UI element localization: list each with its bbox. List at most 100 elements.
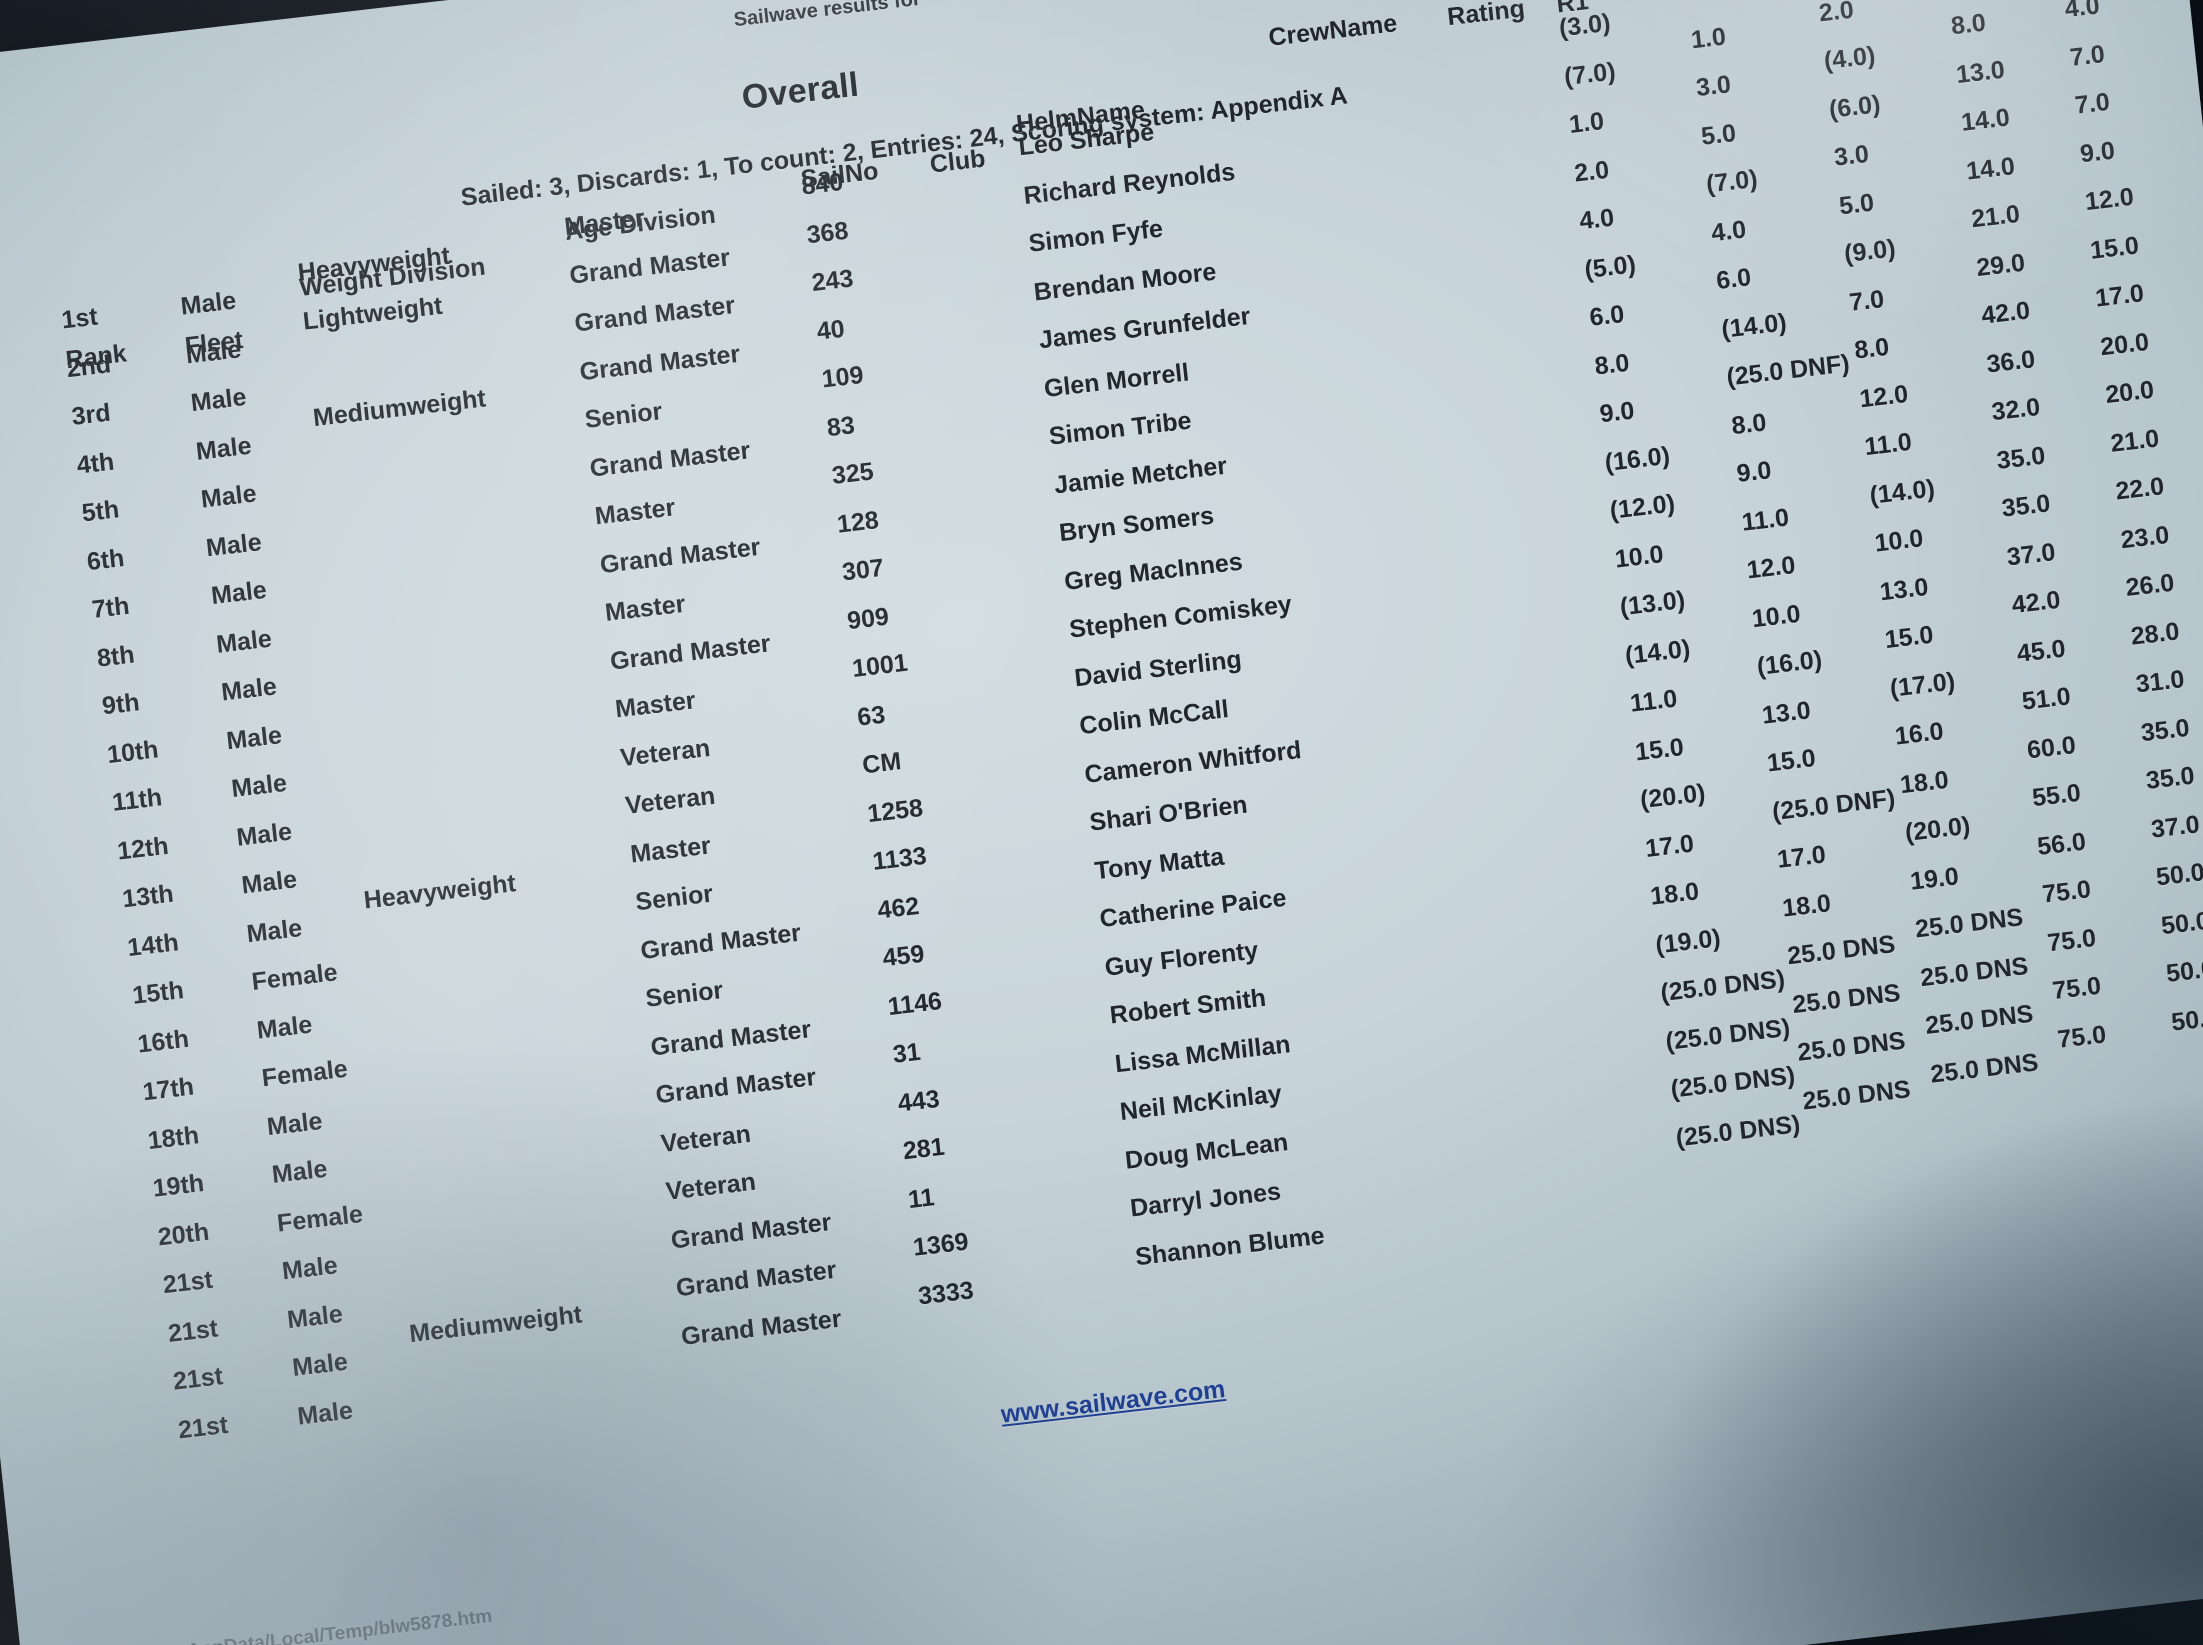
cell-nett: 26.0	[2124, 568, 2176, 603]
cell-nett: 50.0	[2154, 858, 2203, 892]
cell-nett: 7.0	[2068, 39, 2107, 72]
cell-r3: 18.0	[1898, 765, 1950, 799]
cell-nett: 50.0	[2169, 1002, 2203, 1037]
cell-sailno: 40	[815, 314, 846, 346]
cell-nett: 35.0	[2144, 761, 2196, 795]
cell-r3: (9.0)	[1842, 234, 1897, 269]
cell-r3: 10.0	[1873, 524, 1925, 558]
cell-total: 13.0	[1954, 55, 2006, 89]
cell-r1: (12.0)	[1608, 489, 1677, 525]
cell-sailno: 31	[891, 1037, 922, 1069]
cell-age: Grand Master	[669, 1207, 833, 1255]
cell-helm: Richard Reynolds	[1022, 157, 1237, 210]
cell-helm: Robert Smith	[1108, 983, 1268, 1030]
cell-r1: (13.0)	[1618, 585, 1687, 622]
cell-rank: 9th	[100, 688, 141, 721]
cell-age: Grand Master	[568, 242, 732, 290]
cell-r2: 12.0	[1745, 551, 1797, 585]
cell-sailno: 462	[876, 891, 921, 925]
cell-r2: (14.0)	[1720, 307, 1788, 344]
cell-sailno: 83	[825, 410, 857, 442]
cell-r2: 25.0 DNS	[1801, 1074, 1912, 1116]
cell-total: 75.0	[2045, 923, 2098, 957]
cell-weight: Mediumweight	[311, 383, 488, 432]
cell-helm: Brendan Moore	[1032, 257, 1218, 307]
cell-nett: 28.0	[2129, 616, 2181, 651]
cell-r1: (19.0)	[1654, 923, 1722, 959]
cell-fleet: Male	[285, 1299, 344, 1334]
cell-age: Grand Master	[588, 435, 752, 483]
cell-total: 75.0	[2040, 875, 2093, 909]
cell-helm: Simon Tribe	[1047, 406, 1193, 451]
cell-fleet: Male	[214, 624, 273, 659]
cell-total: 8.0	[1949, 8, 1988, 41]
cell-age: Master	[613, 686, 697, 724]
cell-sailno: 63	[855, 700, 887, 732]
cell-r1: 10.0	[1613, 539, 1665, 574]
cell-helm: Neil McKinlay	[1118, 1079, 1284, 1127]
cell-r3: 12.0	[1858, 379, 1910, 413]
cell-r2: 25.0 DNS	[1796, 1026, 1907, 1067]
cell-r2: 15.0	[1765, 743, 1817, 778]
cell-r2: (7.0)	[1704, 164, 1759, 199]
cell-r3: 3.0	[1832, 139, 1871, 172]
cell-r3: 5.0	[1837, 188, 1876, 220]
cell-helm: Greg MacInnes	[1062, 547, 1244, 596]
cell-r3: 25.0 DNS	[1913, 903, 2025, 944]
cell-nett: 23.0	[2119, 520, 2171, 554]
cell-rank: 18th	[146, 1120, 201, 1155]
cell-fleet: Male	[280, 1251, 339, 1286]
cell-nett: 15.0	[2088, 230, 2141, 265]
cell-age: Grand Master	[639, 918, 803, 965]
cell-rank: 12th	[115, 831, 170, 866]
cell-r1: (16.0)	[1603, 441, 1672, 477]
cell-rank: 11th	[110, 783, 164, 817]
cell-weight: Heavyweight	[362, 868, 518, 915]
cell-nett: 50.0	[2164, 954, 2203, 988]
cell-nett: 12.0	[2083, 182, 2136, 217]
cell-helm: Shannon Blume	[1133, 1221, 1326, 1271]
cell-total: 35.0	[2000, 489, 2052, 523]
cell-r1: 2.0	[1572, 155, 1611, 188]
cell-rank: 7th	[90, 591, 131, 624]
cell-r3: 13.0	[1878, 572, 1930, 606]
cell-fleet: Male	[179, 286, 238, 321]
cell-r2: 2.0	[1685, 0, 1723, 7]
cell-total: 37.0	[2005, 537, 2057, 571]
cell-helm: Tony Matta	[1093, 842, 1226, 885]
cell-fleet: Male	[219, 672, 279, 707]
cell-sailno: 11	[906, 1182, 936, 1214]
cell-sailno: 459	[881, 939, 926, 973]
cell-fleet: Female	[260, 1054, 349, 1093]
cell-fleet: Male	[235, 817, 294, 852]
cell-fleet: Male	[189, 382, 248, 418]
cell-r3: 2.0	[1817, 0, 1855, 27]
cell-age: Veteran	[623, 781, 717, 820]
cell-age: Veteran	[664, 1167, 758, 1206]
cell-rank: 21st	[161, 1265, 215, 1300]
cell-nett: 21.0	[2109, 423, 2161, 458]
cell-age: Grand Master	[679, 1304, 843, 1351]
cell-r3: 11.0	[1863, 427, 1914, 462]
cell-total: 55.0	[2030, 778, 2083, 813]
cell-r1: 15.0	[1633, 732, 1686, 766]
cell-fleet: Male	[240, 865, 299, 900]
cell-r1: 8.0	[1593, 348, 1631, 381]
cell-r2: 9.0	[1735, 456, 1773, 488]
cell-rank: 16th	[136, 1024, 191, 1059]
cell-r2: (16.0)	[1755, 645, 1824, 681]
cell-helm: Shari O'Brien	[1088, 790, 1249, 837]
cell-r1: (7.0)	[1562, 56, 1617, 91]
cell-helm: David Sterling	[1073, 644, 1243, 692]
cell-r3: 19.0	[1908, 861, 1961, 896]
cell-r2: 10.0	[1750, 599, 1802, 633]
cell-r3: 8.0	[1853, 332, 1891, 365]
cell-sailno: 325	[830, 457, 875, 490]
cell-r2: 6.0	[1714, 263, 1753, 296]
cell-helm: Colin McCall	[1078, 695, 1231, 741]
cell-r1: 9.0	[1598, 396, 1636, 429]
cell-nett: 17.0	[2093, 279, 2146, 313]
cell-fleet: Male	[209, 575, 268, 611]
